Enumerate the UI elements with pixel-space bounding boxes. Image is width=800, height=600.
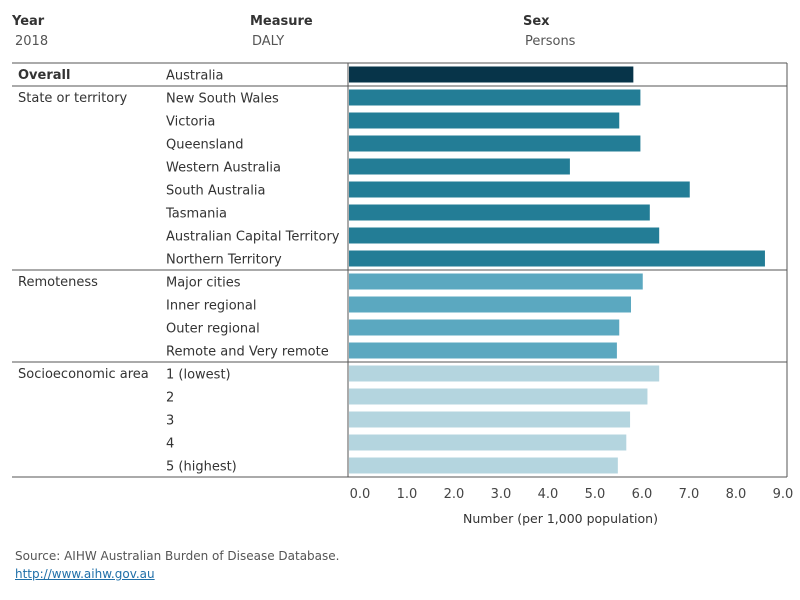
- category-label: 1 (lowest): [166, 368, 231, 383]
- category-label: 4: [166, 437, 174, 452]
- category-label: Queensland: [166, 138, 244, 153]
- bar-chart: Overall Australia State or territory New So…: [12, 62, 794, 526]
- x-tick-label: 9.0: [773, 487, 794, 502]
- measure-filter[interactable]: Measure DALY: [250, 14, 313, 49]
- bar: [349, 227, 660, 244]
- source-link[interactable]: http://www.aihw.gov.au: [15, 567, 155, 581]
- x-tick-label: 4.0: [538, 487, 559, 502]
- bar: [349, 411, 631, 428]
- bar: [349, 434, 627, 451]
- category-label: Northern Territory: [166, 253, 282, 268]
- category-label: 2: [166, 391, 174, 406]
- group-label: Overall: [18, 68, 70, 83]
- category-label: Inner regional: [166, 299, 256, 314]
- bar: [349, 135, 641, 152]
- sex-filter-label: Sex: [523, 14, 550, 29]
- bar: [349, 319, 620, 336]
- x-axis-title: Number (per 1,000 population): [463, 511, 658, 526]
- group-label: Socioeconomic area: [18, 367, 149, 382]
- bar: [349, 342, 617, 359]
- category-label: South Australia: [166, 184, 265, 199]
- category-label: 3: [166, 414, 174, 429]
- category-label: Tasmania: [165, 207, 227, 222]
- year-filter-label: Year: [12, 14, 45, 29]
- bar: [349, 66, 634, 83]
- category-label: Remote and Very remote: [166, 345, 329, 360]
- category-label: 5 (highest): [166, 460, 237, 475]
- x-tick-label: 7.0: [679, 487, 700, 502]
- bar: [349, 388, 648, 405]
- measure-filter-value[interactable]: DALY: [252, 34, 285, 49]
- bar: [349, 89, 641, 106]
- source-note: Source: AIHW Australian Burden of Diseas…: [15, 549, 340, 563]
- sex-filter-value[interactable]: Persons: [525, 34, 576, 49]
- x-tick-label: 6.0: [632, 487, 653, 502]
- category-label: Victoria: [166, 115, 215, 130]
- bar: [349, 365, 660, 382]
- bar: [349, 204, 650, 221]
- x-tick-label: 8.0: [726, 487, 747, 502]
- category-label: New South Wales: [166, 92, 279, 107]
- x-tick-label: 5.0: [585, 487, 606, 502]
- group-label: State or territory: [18, 91, 128, 106]
- bar: [349, 296, 631, 313]
- measure-filter-label: Measure: [250, 14, 313, 29]
- bar: [349, 181, 690, 198]
- category-label: Australia: [166, 69, 224, 84]
- bar: [349, 250, 765, 267]
- category-label: Outer regional: [166, 322, 260, 337]
- x-tick-label: 3.0: [491, 487, 512, 502]
- bar: [349, 112, 620, 129]
- x-tick-label: 2.0: [444, 487, 465, 502]
- bar: [349, 457, 618, 474]
- category-label: Western Australia: [166, 161, 281, 176]
- category-label: Major cities: [166, 276, 241, 291]
- x-tick-label: 1.0: [397, 487, 418, 502]
- x-tick-label: 0.0: [350, 487, 371, 502]
- year-filter-value[interactable]: 2018: [15, 34, 49, 49]
- bar: [349, 158, 570, 175]
- bar: [349, 273, 643, 290]
- group-label: Remoteness: [18, 275, 98, 290]
- sex-filter[interactable]: Sex Persons: [523, 14, 575, 49]
- category-label: Australian Capital Territory: [166, 230, 340, 245]
- year-filter[interactable]: Year 2018: [12, 14, 48, 49]
